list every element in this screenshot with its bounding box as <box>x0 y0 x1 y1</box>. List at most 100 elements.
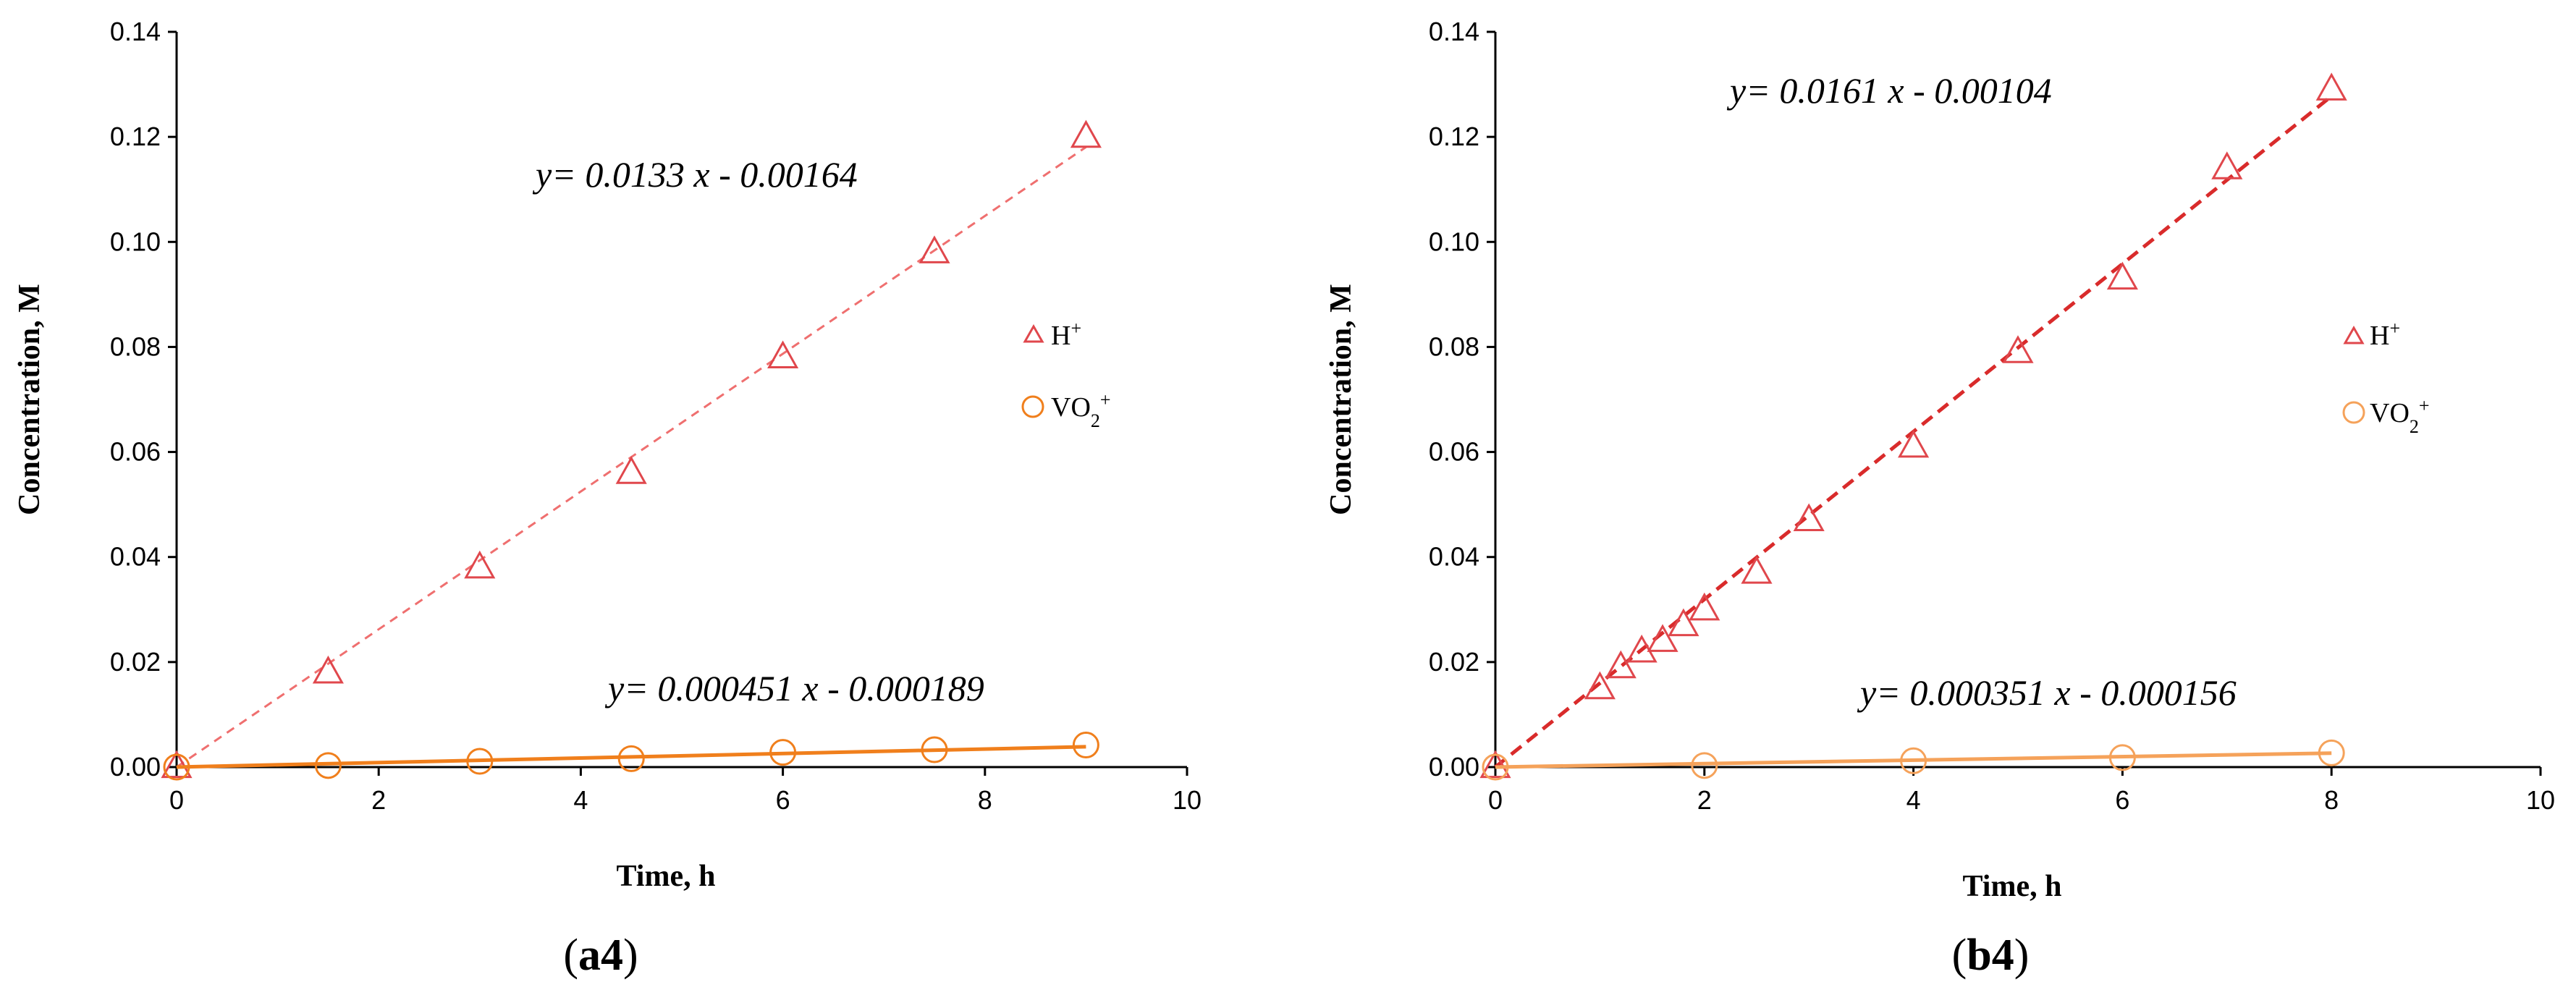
data-point-h <box>1647 624 1678 652</box>
panel-label-open: ( <box>1952 931 1967 980</box>
panel-label-open: ( <box>563 931 578 980</box>
legend: H+ VO2+ <box>2342 318 2430 437</box>
y-tick-label: 0.04 <box>110 542 161 572</box>
data-point-h <box>1626 634 1657 663</box>
data-point-vo2 <box>1072 732 1099 759</box>
data-point-vo2 <box>2318 739 2345 766</box>
y-tick-label: 0.12 <box>1429 122 1479 151</box>
data-point-h <box>312 655 344 684</box>
data-point-vo2 <box>2108 744 2136 771</box>
y-tick-label: 0.10 <box>1429 227 1479 256</box>
legend-label-subscript: 2 <box>1091 410 1100 431</box>
data-point-h <box>1741 556 1773 584</box>
panel-a4: 0.000.020.040.060.080.100.120.140 2 4 6 8 10 … <box>13 17 1202 980</box>
data-point-h <box>1070 119 1102 148</box>
data-point-h <box>1689 592 1720 621</box>
x-tick-label: 2 <box>371 785 386 815</box>
panel-label: (a4) <box>563 931 638 980</box>
legend-circle-marker <box>1021 395 1044 418</box>
legend-label-subscript: 2 <box>2410 416 2419 437</box>
data-point-h <box>615 456 647 484</box>
panel-label-id: b4 <box>1967 931 2014 980</box>
y-tick-label: 0.14 <box>110 17 161 46</box>
panel-label-close: ) <box>623 931 638 980</box>
legend-label: H+ <box>2370 318 2400 352</box>
legend-item-vo2-plus: VO2+ <box>2342 395 2430 437</box>
data-point-h <box>1605 650 1637 679</box>
x-tick-label: 6 <box>776 785 790 815</box>
y-tick-label: 0.14 <box>1429 17 1479 46</box>
data-point-h <box>2315 72 2347 101</box>
y-tick-label: 0.08 <box>1429 331 1479 361</box>
y-tick-label: 0.08 <box>110 331 161 361</box>
data-point-h <box>2002 335 2034 363</box>
y-tick-label: 0.10 <box>110 227 161 256</box>
panel-label-close: ) <box>2014 931 2030 980</box>
legend-label-superscript: + <box>1070 318 1081 339</box>
x-axis-title: Time, h <box>1963 870 2062 903</box>
legend-item-h-plus: H+ <box>2343 318 2400 352</box>
trendline-vo2 <box>176 745 1086 769</box>
x-tick-label: 8 <box>978 785 992 815</box>
y-tick-label: 0.00 <box>110 752 161 782</box>
x-tick-label: 10 <box>2526 785 2555 815</box>
x-tick-label: 2 <box>1697 785 1712 815</box>
data-point-vo2 <box>921 736 948 763</box>
legend-label: VO2+ <box>2370 395 2430 437</box>
trendline-vo2 <box>1495 751 2332 769</box>
y-tick-label: 0.06 <box>1429 437 1479 467</box>
x-tick-label: 4 <box>1906 785 1921 815</box>
data-point-h <box>919 235 950 263</box>
fit-equation-vo2-plus: y= 0.000451 x - 0.000189 <box>604 668 984 708</box>
data-point-h <box>1584 671 1616 700</box>
data-point-h <box>1793 503 1825 532</box>
panel-label-id: a4 <box>578 931 623 980</box>
y-axis-title: Concentration, M <box>1325 284 1358 515</box>
data-point-h <box>2211 151 2243 179</box>
y-tick-label: 0.06 <box>110 437 161 467</box>
data-point-h <box>2106 261 2138 290</box>
legend-label: VO2+ <box>1051 389 1111 431</box>
y-tick-label: 0.00 <box>1429 752 1479 782</box>
legend-triangle-marker <box>1023 323 1044 343</box>
panel-b4: 0.000.020.040.060.080.100.120.140 2 4 6 8 10 … <box>1325 17 2555 980</box>
y-tick-label: 0.04 <box>1429 542 1479 572</box>
data-point-h <box>1898 429 1930 458</box>
legend-label-superscript: + <box>2419 395 2430 416</box>
y-tick-label: 0.02 <box>110 647 161 677</box>
legend-item-vo2-plus: VO2+ <box>1021 389 1111 431</box>
x-tick-label: 0 <box>169 785 184 815</box>
y-tick-label: 0.12 <box>110 122 161 151</box>
fit-equation-h-plus: y= 0.0133 x - 0.00164 <box>532 154 858 195</box>
data-point-h <box>1668 608 1699 637</box>
x-tick-label: 8 <box>2324 785 2339 815</box>
legend-circle-marker <box>2342 401 2365 424</box>
legend-label-superscript: + <box>2389 318 2400 339</box>
legend-label-base: H <box>1051 321 1070 351</box>
data-point-h <box>767 340 799 369</box>
x-tick-label: 4 <box>573 785 588 815</box>
data-point-vo2 <box>163 753 190 781</box>
x-axis-title: Time, h <box>617 860 716 893</box>
data-point-h <box>161 750 193 779</box>
legend-label-base: H <box>2370 321 2389 351</box>
legend-item-h-plus: H+ <box>1023 318 1081 352</box>
data-point-vo2 <box>466 748 494 775</box>
legend-label: H+ <box>1051 318 1081 352</box>
legend-triangle-marker <box>2343 325 2365 344</box>
x-tick-label: 6 <box>2115 785 2129 815</box>
data-point-vo2 <box>1482 753 1509 781</box>
plot-marks: 0.00 0.02 0.04 0.06 0.08 0.10 0.12 0.14 0 2 4 6 8 10 <box>1429 17 2555 815</box>
data-point-vo2 <box>769 739 797 766</box>
legend-label-base: VO <box>1051 392 1091 423</box>
legend: H+ VO2+ <box>1021 318 1111 431</box>
plot-marks: 0.00 0.02 0.04 0.06 0.08 0.10 0.12 0.14 0 2 4 6 8 10 <box>110 17 1202 815</box>
fit-equation-vo2-plus: y= 0.000351 x - 0.000156 <box>1857 672 2237 713</box>
data-point-vo2 <box>1900 747 1927 774</box>
data-point-h <box>464 550 496 579</box>
fit-equation-h-plus: y= 0.0161 x - 0.00104 <box>1726 70 2052 111</box>
data-point-h <box>1479 750 1511 779</box>
legend-label-superscript: + <box>1100 389 1111 410</box>
x-tick-label: 0 <box>1488 785 1503 815</box>
